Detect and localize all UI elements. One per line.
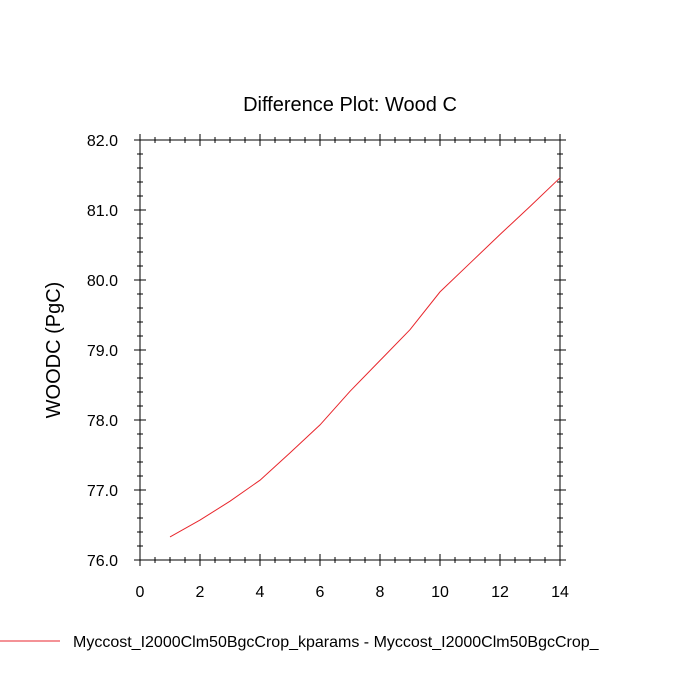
y-tick-label: 78.0: [87, 413, 118, 430]
y-tick-label: 76.0: [87, 553, 118, 570]
y-tick-label: 80.0: [87, 273, 118, 290]
y-tick-label: 81.0: [87, 203, 118, 220]
x-tick-label: 14: [551, 584, 569, 601]
x-tick-label: 0: [136, 584, 145, 601]
y-tick-label: 79.0: [87, 343, 118, 360]
y-tick-labels: 76.0 77.0 78.0 79.0 80.0 81.0 82.0: [87, 133, 118, 570]
axis-ticks: [134, 134, 566, 566]
y-tick-label: 77.0: [87, 483, 118, 500]
x-tick-label: 10: [431, 584, 449, 601]
x-tick-labels: 0 2 4 6 8 10 12 14: [136, 584, 569, 601]
series-layer: [169, 177, 561, 538]
series-line: [169, 177, 561, 538]
chart-title: Difference Plot: Wood C: [243, 94, 457, 116]
x-tick-label: 4: [256, 584, 265, 601]
y-tick-label: 82.0: [87, 133, 118, 150]
legend-label: Myccost_I2000Clm50BgcCrop_kparams - Mycc…: [73, 634, 600, 651]
y-axis-label: WOODC (PgC): [43, 282, 65, 419]
plot-frame: [139, 139, 561, 561]
x-tick-label: 8: [376, 584, 385, 601]
legend: Myccost_I2000Clm50BgcCrop_kparams - Mycc…: [0, 634, 600, 651]
x-tick-label: 12: [491, 584, 509, 601]
x-tick-label: 2: [196, 584, 205, 601]
x-tick-label: 6: [316, 584, 325, 601]
